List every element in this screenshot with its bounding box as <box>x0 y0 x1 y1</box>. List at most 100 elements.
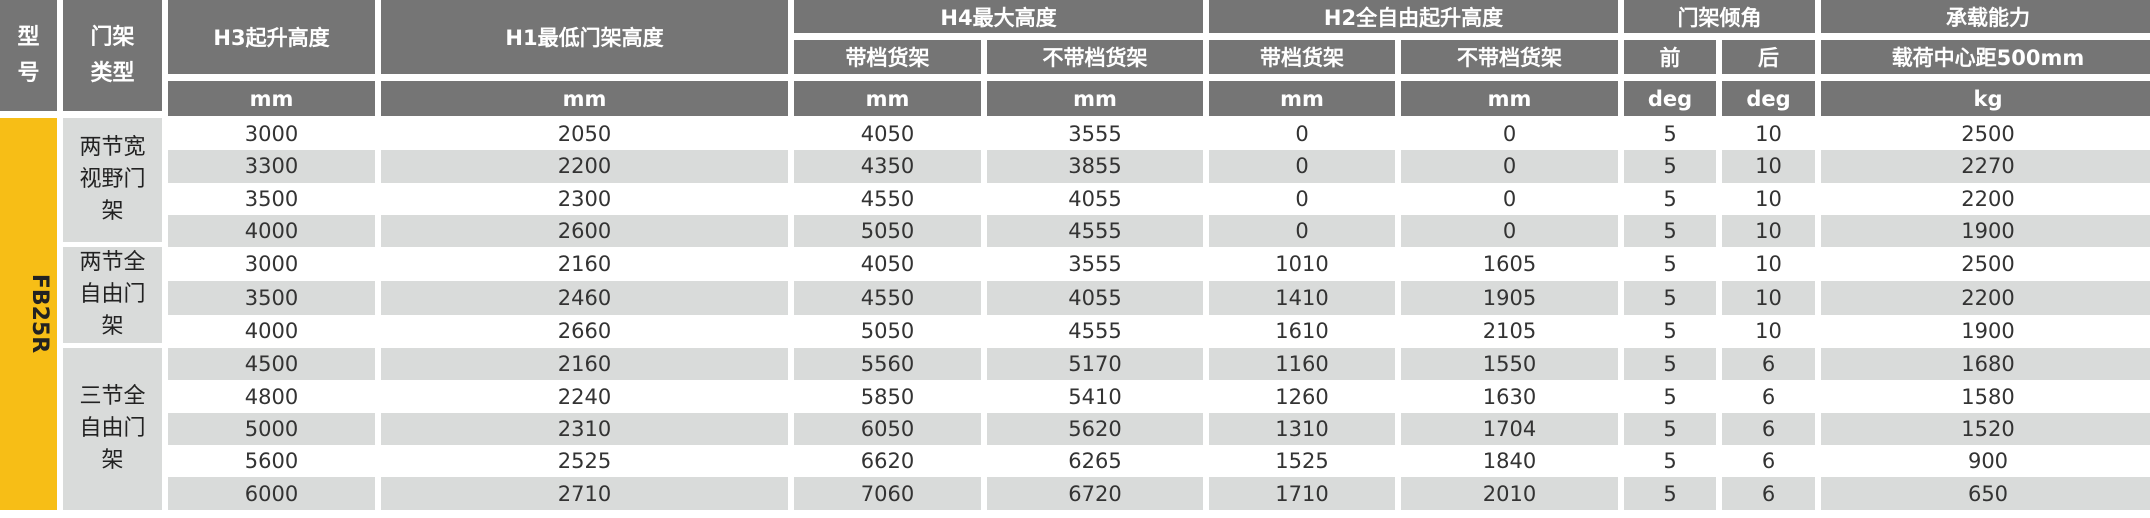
value-cell: 650 <box>1821 477 2150 510</box>
tilt-front-header: 前 <box>1624 40 1716 81</box>
value-cell: 4055 <box>987 280 1203 315</box>
value-cell: 3300 <box>168 150 375 183</box>
value-cell: 5600 <box>168 445 375 478</box>
value-cell: 5850 <box>794 380 981 413</box>
table-row: 3300 2200 4350 3855 0 0 5 10 2270 <box>0 150 2150 183</box>
value-cell: 0 <box>1209 214 1395 248</box>
value-cell: 5050 <box>794 314 981 349</box>
table-row: 3500 2460 4550 4055 1410 1905 5 10 2200 <box>0 280 2150 315</box>
frame-type-cell: 三节全自由门架 <box>63 348 162 510</box>
value-cell: 3500 <box>168 182 375 215</box>
value-cell: 6050 <box>794 412 981 446</box>
unit-header: mm <box>1209 81 1395 118</box>
value-cell: 2460 <box>381 280 788 315</box>
value-cell: 3555 <box>987 118 1203 151</box>
value-cell: 1680 <box>1821 348 2150 381</box>
frame-type-label: 两节宽视野门架 <box>79 135 146 225</box>
table-row: 3500 2300 4550 4055 0 0 5 10 2200 <box>0 182 2150 215</box>
table-row: 6000 2710 7060 6720 1710 2010 5 6 650 <box>0 477 2150 510</box>
table-row: 5600 2525 6620 6265 1525 1840 5 6 900 <box>0 445 2150 478</box>
value-cell: 3855 <box>987 150 1203 183</box>
value-cell: 6 <box>1722 380 1815 413</box>
value-cell: 2105 <box>1401 314 1618 349</box>
value-cell: 5 <box>1624 445 1716 478</box>
value-cell: 7060 <box>794 477 981 510</box>
value-cell: 1710 <box>1209 477 1395 510</box>
value-cell: 2600 <box>381 214 788 248</box>
value-cell: 0 <box>1401 150 1618 183</box>
value-cell: 2525 <box>381 445 788 478</box>
value-cell: 5 <box>1624 118 1716 151</box>
unit-header: deg <box>1624 81 1716 118</box>
value-cell: 0 <box>1401 182 1618 215</box>
value-cell: 0 <box>1401 214 1618 248</box>
value-cell: 10 <box>1722 214 1815 248</box>
value-cell: 6720 <box>987 477 1203 510</box>
value-cell: 4350 <box>794 150 981 183</box>
value-cell: 10 <box>1722 118 1815 151</box>
frame-type-cell: 两节宽视野门架 <box>63 118 162 248</box>
capacity-header: 承载能力 <box>1821 0 2150 40</box>
unit-header: kg <box>1821 81 2150 118</box>
value-cell: 4050 <box>794 118 981 151</box>
value-cell: 1900 <box>1821 214 2150 248</box>
table-row: 5000 2310 6050 5620 1310 1704 5 6 1520 <box>0 412 2150 446</box>
value-cell: 1310 <box>1209 412 1395 446</box>
h3-header: H3起升高度 <box>168 0 375 81</box>
value-cell: 2240 <box>381 380 788 413</box>
value-cell: 6 <box>1722 445 1815 478</box>
value-cell: 5 <box>1624 314 1716 349</box>
value-cell: 1160 <box>1209 348 1395 381</box>
value-cell: 1610 <box>1209 314 1395 349</box>
capacity-sub-header: 载荷中心距500mm <box>1821 40 2150 81</box>
value-cell: 4555 <box>987 214 1203 248</box>
value-cell: 2160 <box>381 348 788 381</box>
value-cell: 2310 <box>381 412 788 446</box>
value-cell: 10 <box>1722 150 1815 183</box>
h4-with-header: 带档货架 <box>794 40 981 81</box>
table-row: 4800 2240 5850 5410 1260 1630 5 6 1580 <box>0 380 2150 413</box>
value-cell: 1520 <box>1821 412 2150 446</box>
value-cell: 2710 <box>381 477 788 510</box>
value-cell: 4055 <box>987 182 1203 215</box>
value-cell: 2660 <box>381 314 788 349</box>
value-cell: 5 <box>1624 247 1716 281</box>
value-cell: 5000 <box>168 412 375 446</box>
value-cell: 6620 <box>794 445 981 478</box>
value-cell: 6000 <box>168 477 375 510</box>
table-row: 4000 2600 5050 4555 0 0 5 10 1900 <box>0 214 2150 248</box>
value-cell: 1010 <box>1209 247 1395 281</box>
value-cell: 5 <box>1624 214 1716 248</box>
value-cell: 2200 <box>1821 280 2150 315</box>
model-name: FB25R <box>27 274 53 354</box>
value-cell: 2270 <box>1821 150 2150 183</box>
value-cell: 5 <box>1624 182 1716 215</box>
value-cell: 6265 <box>987 445 1203 478</box>
value-cell: 2050 <box>381 118 788 151</box>
value-cell: 900 <box>1821 445 2150 478</box>
value-cell: 1525 <box>1209 445 1395 478</box>
unit-header: mm <box>987 81 1203 118</box>
value-cell: 6 <box>1722 477 1815 510</box>
value-cell: 1410 <box>1209 280 1395 315</box>
frame-type-label: 三节全自由门架 <box>79 383 146 473</box>
value-cell: 1260 <box>1209 380 1395 413</box>
frame-type-cell: 两节全自由门架 <box>63 247 162 349</box>
value-cell: 1905 <box>1401 280 1618 315</box>
value-cell: 4555 <box>987 314 1203 349</box>
value-cell: 1840 <box>1401 445 1618 478</box>
value-cell: 0 <box>1209 182 1395 215</box>
unit-header: mm <box>381 81 788 118</box>
value-cell: 5170 <box>987 348 1203 381</box>
value-cell: 2300 <box>381 182 788 215</box>
value-cell: 2200 <box>381 150 788 183</box>
value-cell: 3500 <box>168 280 375 315</box>
value-cell: 0 <box>1209 118 1395 151</box>
value-cell: 5 <box>1624 477 1716 510</box>
unit-header: mm <box>794 81 981 118</box>
value-cell: 10 <box>1722 314 1815 349</box>
value-cell: 2500 <box>1821 247 2150 281</box>
value-cell: 1900 <box>1821 314 2150 349</box>
value-cell: 5 <box>1624 412 1716 446</box>
value-cell: 0 <box>1401 118 1618 151</box>
